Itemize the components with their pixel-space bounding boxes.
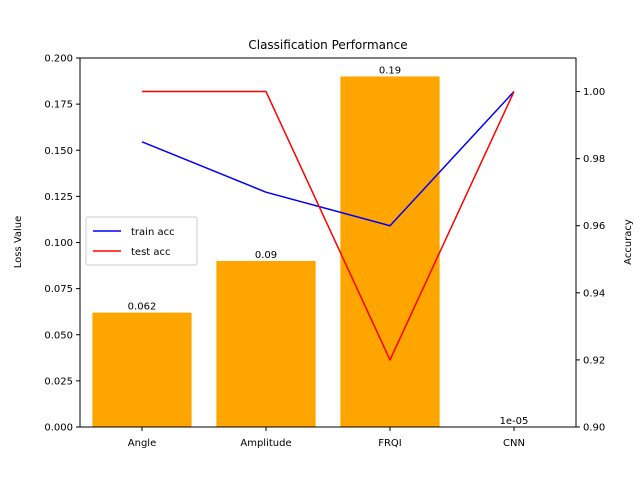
x-tick-label: CNN: [503, 438, 525, 449]
right-axis-label: Accuracy: [623, 219, 634, 265]
bar-value-label: 0.09: [255, 250, 277, 261]
bar-amplitude: [216, 260, 316, 427]
chart-title: Classification Performance: [248, 38, 407, 52]
left-tick-label: 0.050: [44, 330, 73, 341]
left-tick-label: 0.000: [44, 423, 73, 434]
left-tick-label: 0.025: [44, 376, 73, 387]
left-tick-label: 0.175: [44, 100, 73, 111]
left-tick-label: 0.075: [44, 284, 73, 295]
bar-value-label: 0.19: [379, 65, 401, 76]
right-tick-label: 0.94: [583, 288, 605, 299]
bar-value-label: 0.062: [128, 302, 157, 313]
left-tick-label: 0.125: [44, 192, 73, 203]
x-tick-label: Amplitude: [240, 438, 291, 449]
right-tick-label: 0.92: [583, 355, 605, 366]
bar-angle: [92, 312, 192, 427]
series-line-train-acc: [141, 91, 515, 227]
legend-entry-label: test acc: [131, 247, 171, 258]
legend: train acc test acc: [85, 216, 198, 266]
legend-entry-label: train acc: [131, 227, 175, 238]
right-tick-label: 0.96: [583, 221, 605, 232]
left-tick-label: 0.150: [44, 146, 73, 157]
series-line-test-acc: [142, 90, 515, 361]
bar-value-label: 1e-05: [500, 416, 529, 427]
left-tick-label: 0.100: [44, 238, 73, 249]
right-tick-label: 0.98: [583, 154, 605, 165]
legend-box: [85, 216, 198, 266]
left-tick-label: 0.200: [44, 54, 73, 65]
x-tick-label: FRQI: [378, 438, 402, 449]
right-tick-label: 1.00: [583, 87, 605, 98]
bar-frqi: [340, 76, 440, 427]
x-tick-label: Angle: [128, 438, 156, 449]
right-tick-label: 0.90: [583, 423, 605, 434]
left-axis-label: Loss Value: [13, 216, 24, 269]
